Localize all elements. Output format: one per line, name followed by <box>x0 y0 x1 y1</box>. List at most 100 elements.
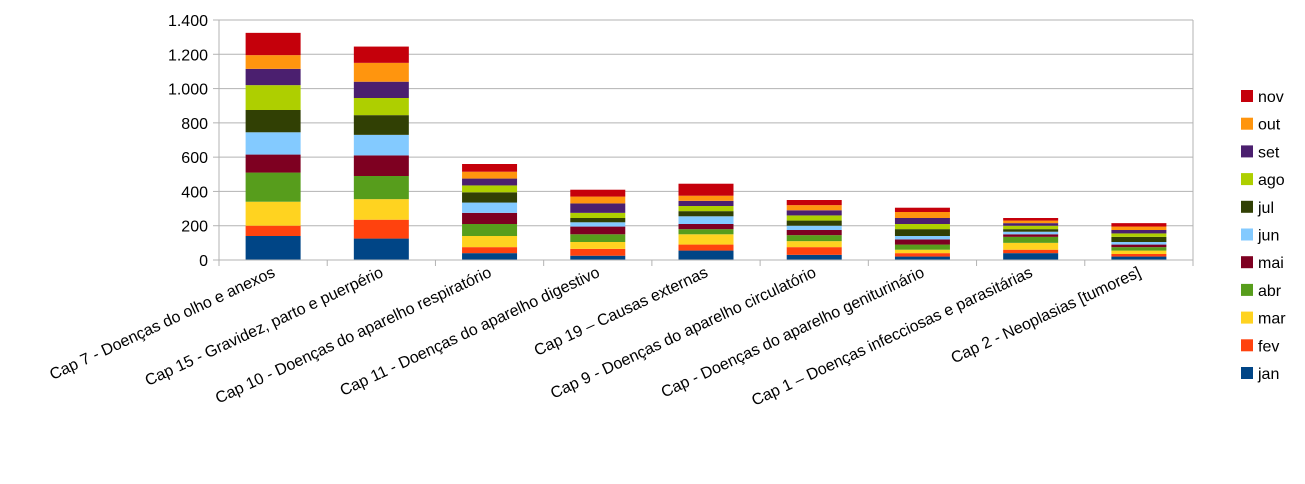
bar-segment-mai <box>786 230 842 236</box>
legend-label-jan: jan <box>1257 366 1279 383</box>
bar-segment-jan <box>1003 253 1059 260</box>
bar-segment-out <box>894 212 950 218</box>
bar-segment-mai <box>570 226 626 235</box>
bar-segment-mar <box>894 249 950 254</box>
bar-segment-mar <box>245 201 301 226</box>
bar-segment-abr <box>894 244 950 250</box>
bar-segment-jun <box>462 202 518 213</box>
bar-segment-set <box>353 81 409 98</box>
bar-segment-abr <box>1003 236 1059 243</box>
bar-segment-abr <box>462 224 518 236</box>
bar-segment-jun <box>678 216 734 224</box>
bar-segment-mar <box>462 236 518 248</box>
bar-segment-abr <box>570 234 626 242</box>
bar-segment-out <box>245 55 301 69</box>
bar-segment-ago <box>678 206 734 212</box>
bar-segment-abr <box>245 172 301 202</box>
bar-segment-ago <box>353 98 409 116</box>
bar-segment-mar <box>1003 242 1059 250</box>
bar-segment-fev <box>1003 249 1059 254</box>
bar-segment-mai <box>245 154 301 173</box>
bar-segment-set <box>1003 223 1059 226</box>
legend-swatch-set <box>1241 145 1253 158</box>
bar-segment-out <box>462 171 518 179</box>
bar-segment-nov <box>1003 218 1059 221</box>
bar-segment-mar <box>353 199 409 220</box>
bar-segment-fev <box>245 225 301 236</box>
y-tick-label: 1.200 <box>168 47 208 64</box>
bar-segment-nov <box>245 32 301 56</box>
legend-label-ago: ago <box>1258 172 1285 189</box>
bar-segment-fev <box>570 248 626 256</box>
legend-label-jun: jun <box>1257 228 1279 245</box>
bar-segment-nov <box>353 46 409 63</box>
bar-segment-jul <box>678 211 734 217</box>
bar-segment-mar <box>786 241 842 248</box>
bar-segment-jul <box>1111 236 1167 242</box>
bar-segment-ago <box>786 215 842 221</box>
bar-segment-out <box>353 62 409 82</box>
bar-segment-jun <box>1111 242 1167 245</box>
bar-segment-fev <box>894 253 950 257</box>
bar-segment-jun <box>786 225 842 230</box>
x-tick-label: Cap 2 - Neoplasias [tumores] <box>949 264 1144 367</box>
legend-swatch-fev <box>1241 339 1253 352</box>
y-tick-label: 600 <box>181 150 208 167</box>
x-tick-label: Cap 19 – Causas externas <box>532 264 711 359</box>
bar-segment-mai <box>1003 234 1059 237</box>
bar-segment-jul <box>570 218 626 223</box>
legend-label-nov: nov <box>1258 89 1284 106</box>
bar-segment-nov <box>678 183 734 196</box>
bar-segment-set <box>678 200 734 206</box>
y-tick-label: 1.400 <box>168 13 208 30</box>
y-tick-label: 1.000 <box>168 82 208 99</box>
bar-segment-jun <box>245 132 301 155</box>
legend-swatch-nov <box>1241 90 1253 102</box>
bar-segment-mar <box>1111 250 1167 254</box>
bar-segment-out <box>1003 220 1059 224</box>
bar-segment-fev <box>1111 254 1167 257</box>
bar-segment-set <box>570 203 626 213</box>
bar-segment-set <box>245 68 301 86</box>
x-axis <box>213 259 1194 266</box>
bar-segment-out <box>786 205 842 211</box>
bar-segment-mar <box>570 242 626 249</box>
legend-label-abr: abr <box>1258 283 1282 300</box>
bar-segment-ago <box>894 224 950 230</box>
bar-segment-jun <box>570 222 626 227</box>
bar-segment-jan <box>894 256 950 260</box>
y-axis-ticks: 0 200 400 600 800 1.000 1.200 1.400 <box>168 13 208 270</box>
bar-segment-fev <box>678 244 734 251</box>
bar-segment-jun <box>1003 231 1059 235</box>
legend-label-mar: mar <box>1258 311 1286 328</box>
bar-segment-ago <box>1111 233 1167 237</box>
legend-swatch-jul <box>1241 200 1253 213</box>
bar-segment-mar <box>678 234 734 245</box>
bar-segment-jul <box>462 192 518 203</box>
legend-swatch-ago <box>1241 173 1253 186</box>
bar-segment-jan <box>678 250 734 260</box>
legend-label-set: set <box>1258 144 1280 161</box>
legend-swatch-out <box>1241 117 1253 130</box>
bar-segment-nov <box>462 164 518 172</box>
y-tick-label: 400 <box>181 184 208 201</box>
bar-segment-set <box>462 178 518 186</box>
bar-segment-ago <box>570 212 626 218</box>
bars <box>245 32 1167 260</box>
legend-label-mai: mai <box>1258 255 1284 272</box>
bar-segment-nov <box>894 207 950 212</box>
legend-swatch-mar <box>1241 311 1253 324</box>
bar-segment-abr <box>353 176 409 200</box>
bar-segment-fev <box>353 219 409 239</box>
bar-segment-jul <box>786 220 842 226</box>
bar-segment-out <box>678 195 734 201</box>
bar-segment-jul <box>1003 229 1059 232</box>
legend: nov out set ago jul jun mai abr mar fev jan <box>1241 89 1286 383</box>
legend-swatch-abr <box>1241 283 1253 296</box>
bar-segment-fev <box>786 247 842 255</box>
bar-segment-mai <box>353 155 409 176</box>
bar-segment-mai <box>462 212 518 224</box>
